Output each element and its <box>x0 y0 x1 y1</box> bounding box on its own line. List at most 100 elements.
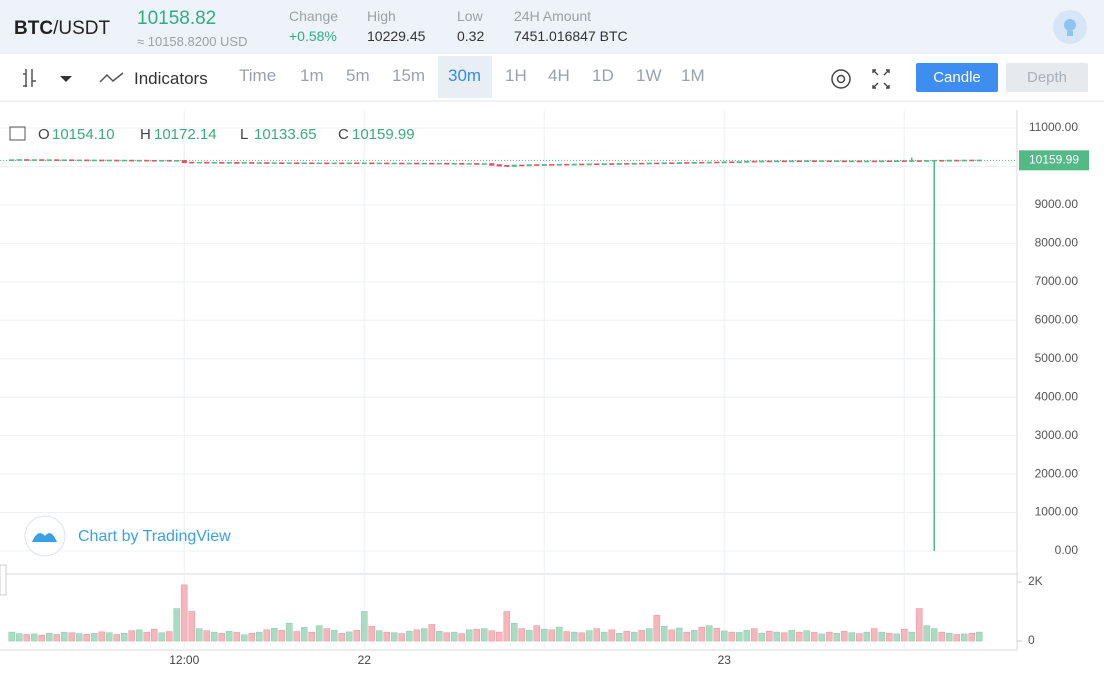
volume-bar <box>953 634 961 642</box>
stat-value: 10229.45 <box>367 28 426 44</box>
volume-bar <box>233 632 241 642</box>
candle-body <box>429 162 435 165</box>
candle-body <box>699 161 705 164</box>
interval-tab[interactable]: 1M <box>681 66 705 85</box>
candle-body <box>579 163 585 166</box>
candle-body <box>136 159 142 162</box>
volume-bar <box>638 630 646 642</box>
volume-bar <box>240 634 248 642</box>
candle-body <box>586 163 592 166</box>
candle-body <box>166 159 172 162</box>
volume-bar <box>495 631 503 642</box>
interval-tab[interactable]: 5m <box>346 66 370 85</box>
interval-tab[interactable]: 1W <box>636 66 662 85</box>
candle-body <box>631 162 637 165</box>
candle-body <box>864 160 870 163</box>
legend-value: 10172.14 <box>154 126 217 143</box>
candle-body <box>339 162 345 165</box>
volume-bar <box>210 631 218 642</box>
depth-button[interactable]: Depth <box>1006 63 1088 92</box>
candle-body <box>564 163 570 166</box>
candle-body <box>151 160 157 162</box>
candle-body <box>961 159 967 162</box>
candle-body <box>481 163 487 165</box>
volume-bar <box>848 632 856 642</box>
volume-bar <box>450 631 458 642</box>
candle-button[interactable]: Candle <box>916 63 998 92</box>
volume-bar <box>308 631 316 642</box>
candle-body <box>789 160 795 163</box>
candle-body <box>601 163 607 166</box>
candle-body <box>886 160 892 163</box>
collapse-handle[interactable] <box>0 564 7 596</box>
candle-body <box>811 160 817 162</box>
candle-body <box>196 161 202 164</box>
volume-bar <box>765 630 773 642</box>
y-tick-label: 5000.00 <box>1035 351 1079 365</box>
volume-bar <box>968 633 976 642</box>
theme-toggle[interactable] <box>1052 9 1088 45</box>
candle-body <box>241 162 247 164</box>
candle-body <box>459 162 465 165</box>
interval-tab[interactable]: 1m <box>300 66 324 85</box>
volume-bar <box>900 628 908 642</box>
candle-body <box>354 162 360 165</box>
x-tick-label: 22 <box>358 653 372 667</box>
candle-body <box>391 162 397 165</box>
interval-tab[interactable]: Time <box>239 66 277 85</box>
volume-bar <box>975 631 983 642</box>
candle-body <box>99 159 105 162</box>
settings-fullscreen[interactable] <box>826 66 906 92</box>
candle-body <box>271 162 277 164</box>
candle-body <box>9 159 15 162</box>
candle-body <box>301 162 307 165</box>
legend-key: H <box>140 126 151 143</box>
volume-bar <box>653 615 661 642</box>
legend-icon[interactable] <box>9 126 26 141</box>
candle-body <box>976 159 982 162</box>
interval-tab[interactable]: 30m <box>448 66 482 85</box>
candle-body <box>834 160 840 163</box>
grid <box>0 110 1017 650</box>
volume-bar <box>428 624 436 642</box>
pair[interactable]: BTC/USDT <box>14 18 110 40</box>
x-tick-label: 12:00 <box>169 653 199 667</box>
candle-body <box>406 162 412 165</box>
candle-body <box>781 160 787 163</box>
chart-style-menu[interactable] <box>20 66 80 90</box>
candle-body <box>436 162 442 165</box>
indicators-button[interactable]: Indicators <box>134 69 208 88</box>
candle-body <box>384 162 390 165</box>
watermark-text[interactable]: Chart by TradingView <box>78 528 231 545</box>
volume-bar <box>885 633 893 642</box>
base: BTC <box>14 18 54 39</box>
candle-body <box>444 162 450 165</box>
candle-body <box>54 159 60 162</box>
interval-tab[interactable]: 1H <box>505 66 527 85</box>
candle-body <box>211 161 217 164</box>
interval-tab[interactable]: 15m <box>392 66 426 85</box>
candle-body <box>804 160 810 163</box>
volume-bar <box>870 628 878 642</box>
volume-bar <box>923 625 931 642</box>
volume-bar <box>743 630 751 642</box>
candle-body <box>309 162 315 165</box>
volume-bar <box>713 628 721 642</box>
candle-body <box>159 159 165 162</box>
indicators-icon[interactable] <box>98 68 126 88</box>
candle-body <box>519 164 525 167</box>
candle-body <box>969 159 975 162</box>
volume-bar <box>675 627 683 642</box>
volume-bar <box>435 630 443 642</box>
interval-tab[interactable]: 1D <box>592 66 614 85</box>
volume-bar <box>345 631 353 642</box>
interval-tab[interactable]: 4H <box>548 66 570 85</box>
volume-bar <box>323 628 331 642</box>
volume-bar <box>60 631 68 642</box>
candle-body <box>676 162 682 164</box>
candle-body <box>939 159 945 162</box>
volume-bar <box>30 633 38 642</box>
volume-bar <box>315 625 323 642</box>
volume-bar <box>615 633 623 642</box>
